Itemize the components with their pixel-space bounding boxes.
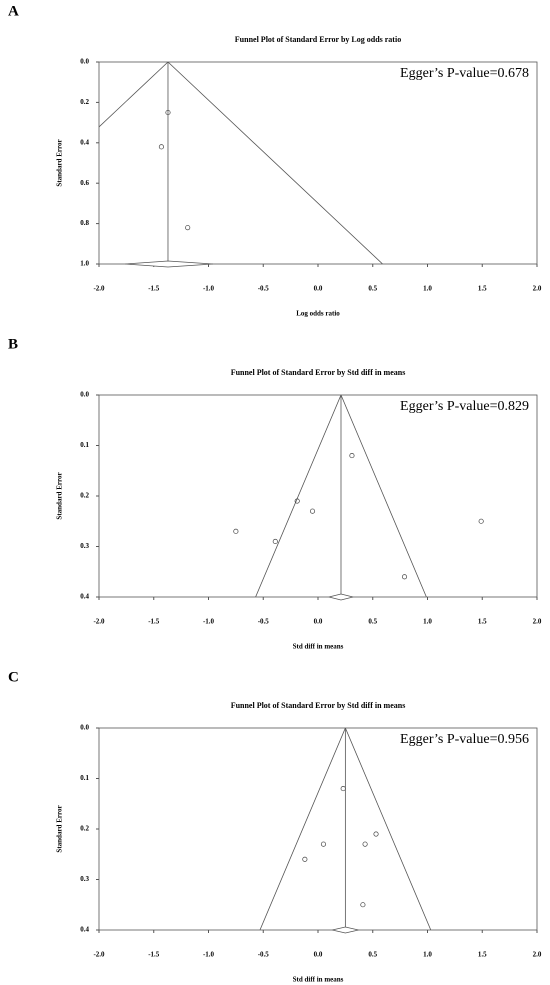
x-tick-label: 2.0 [533, 285, 542, 293]
x-tick-label: -0.5 [258, 951, 270, 959]
study-point [302, 856, 308, 862]
y-tick-label: 1.0 [80, 260, 89, 268]
study-point [373, 831, 379, 837]
x-tick-label: -0.5 [258, 285, 270, 293]
x-tick-label: -2.0 [93, 285, 105, 293]
x-tick-label: 0.5 [368, 285, 377, 293]
y-tick-label: 0.2 [80, 825, 89, 833]
y-tick-label: 0.4 [80, 926, 89, 934]
y-tick-label: 0.1 [80, 441, 89, 449]
x-axis-label: Std diff in means [293, 976, 344, 984]
funnel-plot: C Funnel Plot of Standard Error by Std di… [8, 669, 542, 983]
funnel-left [99, 62, 169, 128]
chart-title: Funnel Plot of Standard Error by Log odd… [235, 35, 401, 44]
x-tick-label: 1.5 [478, 951, 487, 959]
study-point [309, 508, 316, 514]
x-tick-label: 0.5 [368, 951, 377, 959]
x-tick-label: 1.0 [423, 618, 432, 626]
y-tick-label: 0.1 [80, 774, 89, 782]
funnel [255, 395, 427, 597]
plot-frame [98, 61, 538, 265]
study-point [185, 225, 191, 231]
x-tick-label: 1.0 [423, 951, 432, 959]
study-point [340, 786, 346, 792]
summary-diamond [332, 926, 359, 934]
panel-label: A [8, 3, 19, 19]
funnel-right [345, 728, 432, 930]
x-tick-label: -1.0 [203, 618, 215, 626]
panel-label: B [8, 336, 18, 352]
x-tick-label: -0.5 [258, 618, 270, 626]
summary-diamond [328, 593, 354, 601]
funnel-right [167, 62, 383, 264]
x-tick-label: -1.0 [203, 285, 215, 293]
x-tick-label: -1.5 [148, 951, 160, 959]
y-axis-label: Standard Error [56, 805, 64, 852]
y-axis-label: Standard Error [56, 472, 64, 519]
chart-title: Funnel Plot of Standard Error by Std dif… [231, 368, 406, 377]
egger-annotation: Egger’s P-value=0.829 [400, 399, 529, 414]
study-point [349, 453, 355, 459]
y-tick-label: 0.4 [80, 593, 89, 601]
summary-diamond [125, 260, 213, 268]
x-tick-label: 2.0 [533, 951, 542, 959]
study-point [360, 902, 366, 908]
study-point [478, 518, 484, 524]
y-tick-label: 0.8 [80, 219, 89, 227]
y-tick-label: 0.6 [80, 179, 89, 187]
study-point [233, 528, 239, 534]
funnel-plot: B Funnel Plot of Standard Error by Std di… [8, 336, 542, 650]
funnel-right [340, 395, 427, 597]
y-tick-label: 0.0 [80, 391, 89, 399]
x-tick-label: -1.5 [148, 618, 160, 626]
funnel [99, 62, 383, 264]
y-tick-label: 0.2 [80, 492, 89, 500]
y-tick-label: 0.0 [80, 724, 89, 732]
x-tick-label: 0.0 [314, 951, 323, 959]
plot-frame [98, 727, 538, 931]
x-tick-label: 2.0 [533, 618, 542, 626]
y-tick-label: 0.4 [80, 138, 89, 146]
x-tick-label: 1.5 [478, 618, 487, 626]
funnel [259, 728, 432, 930]
y-tick-label: 0.3 [80, 875, 89, 883]
study-point [362, 841, 368, 847]
x-axis-label: Log odds ratio [296, 310, 340, 318]
panel-label: C [8, 669, 19, 685]
y-tick-label: 0.0 [80, 58, 89, 66]
y-tick-label: 0.2 [80, 98, 89, 106]
x-tick-label: 0.5 [368, 618, 377, 626]
study-point [158, 144, 164, 150]
funnel-plot: A Funnel Plot of Standard Error by Log od… [8, 3, 542, 318]
chart-title: Funnel Plot of Standard Error by Std dif… [231, 701, 406, 710]
x-tick-label: 1.0 [423, 285, 432, 293]
x-tick-label: 1.5 [478, 285, 487, 293]
study-point [294, 498, 300, 504]
x-tick-label: -2.0 [93, 951, 105, 959]
x-axis-label: Std diff in means [293, 643, 344, 651]
x-tick-label: 0.0 [314, 618, 323, 626]
y-axis-label: Standard Error [56, 139, 64, 186]
x-tick-label: -2.0 [93, 618, 105, 626]
plot-frame [98, 394, 538, 598]
funnel-left [259, 728, 346, 930]
funnel-left [255, 395, 342, 597]
study-point [165, 109, 171, 116]
y-tick-label: 0.3 [80, 542, 89, 550]
x-tick-label: 0.0 [314, 285, 323, 293]
x-tick-label: -1.0 [203, 951, 215, 959]
study-point [401, 574, 408, 580]
egger-annotation: Egger’s P-value=0.956 [400, 732, 529, 747]
study-point [320, 841, 327, 847]
egger-annotation: Egger’s P-value=0.678 [400, 66, 529, 81]
study-point [272, 538, 278, 545]
x-tick-label: -1.5 [148, 285, 160, 293]
